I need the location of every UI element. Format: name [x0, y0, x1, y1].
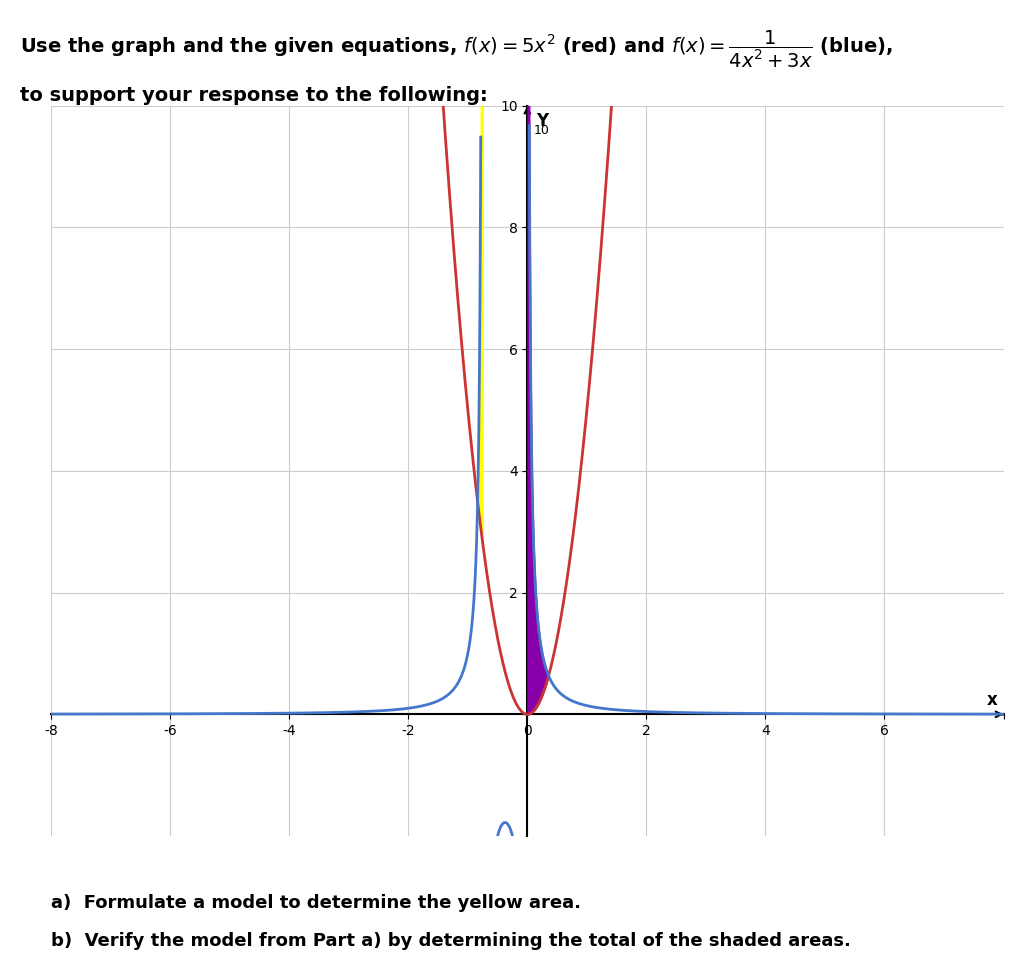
Text: x: x [987, 691, 997, 709]
Text: b)  Verify the model from Part a) by determining the total of the shaded areas.: b) Verify the model from Part a) by dete… [51, 932, 851, 950]
Text: 10: 10 [534, 124, 549, 137]
Text: Use the graph and the given equations, $f(x) = 5x^2$ (red) and $f(x) = \dfrac{1}: Use the graph and the given equations, $… [20, 29, 893, 70]
Text: to support your response to the following:: to support your response to the followin… [20, 86, 488, 106]
Text: a)  Formulate a model to determine the yellow area.: a) Formulate a model to determine the ye… [51, 894, 582, 912]
Text: Y: Y [537, 111, 549, 130]
